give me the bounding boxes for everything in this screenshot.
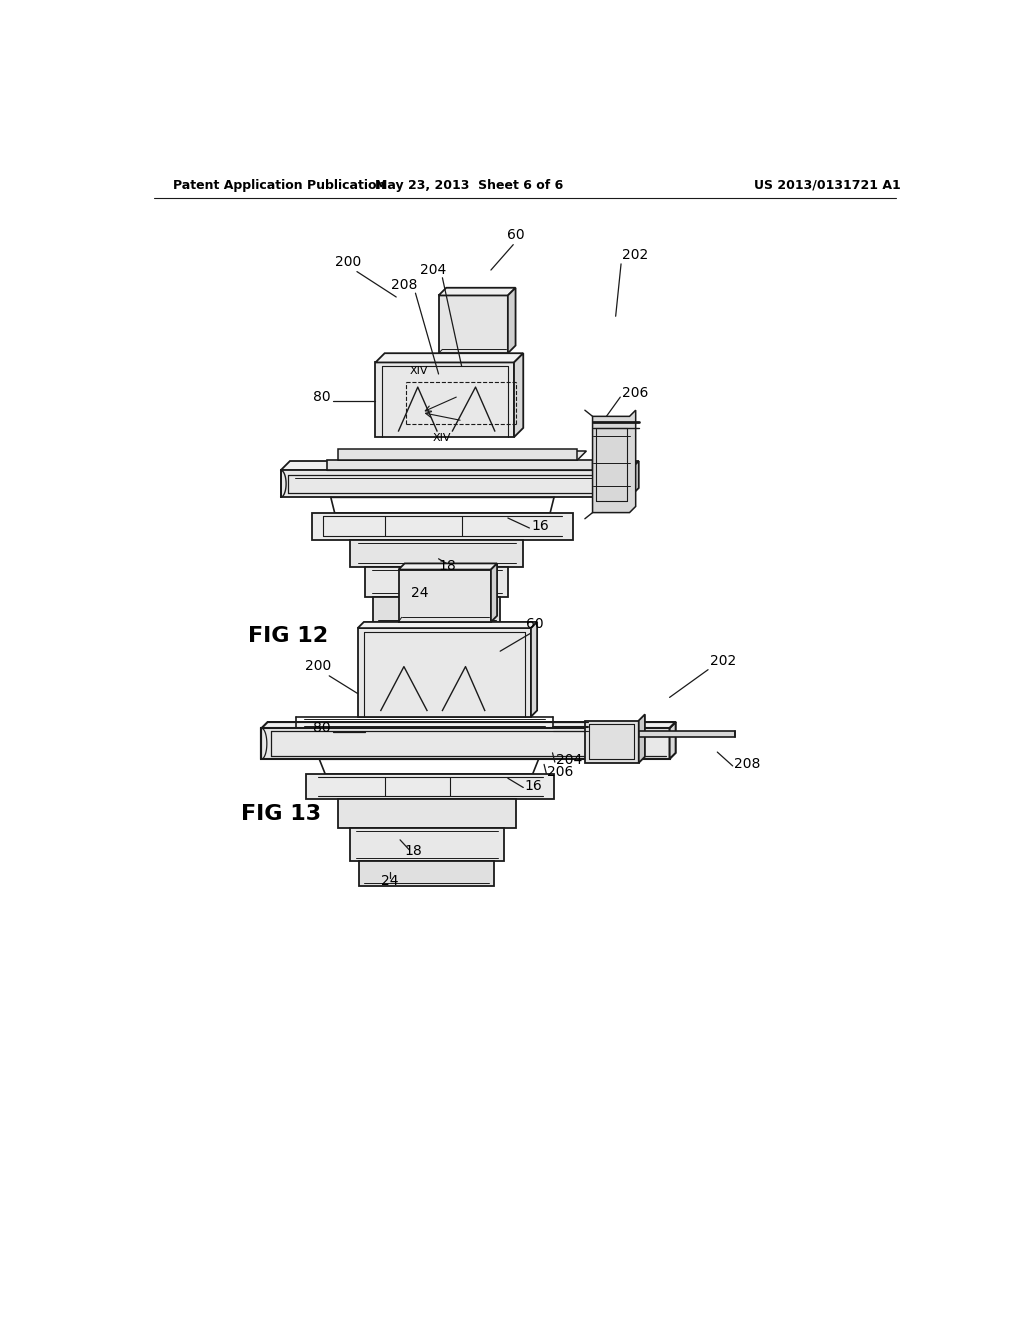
Polygon shape — [593, 411, 636, 512]
Polygon shape — [281, 461, 639, 470]
Polygon shape — [585, 721, 639, 763]
Polygon shape — [376, 363, 514, 437]
Text: 60: 60 — [507, 228, 524, 243]
Polygon shape — [630, 461, 639, 498]
Text: 206: 206 — [622, 387, 648, 400]
Text: 16: 16 — [524, 779, 543, 793]
Polygon shape — [261, 729, 670, 759]
Polygon shape — [376, 354, 523, 363]
Polygon shape — [514, 354, 523, 437]
Polygon shape — [327, 461, 602, 470]
Ellipse shape — [562, 723, 569, 730]
Text: 204: 204 — [420, 263, 446, 277]
Text: 208: 208 — [734, 758, 761, 771]
Polygon shape — [350, 829, 504, 861]
Polygon shape — [366, 566, 508, 598]
Text: May 23, 2013  Sheet 6 of 6: May 23, 2013 Sheet 6 of 6 — [375, 178, 563, 191]
Polygon shape — [438, 296, 508, 354]
Polygon shape — [490, 564, 497, 622]
Polygon shape — [593, 451, 602, 470]
Polygon shape — [357, 628, 531, 717]
Polygon shape — [438, 288, 515, 296]
Polygon shape — [350, 540, 523, 566]
Text: FIG 12: FIG 12 — [248, 626, 328, 645]
Polygon shape — [339, 799, 515, 829]
Polygon shape — [339, 449, 578, 461]
Text: Patent Application Publication: Patent Application Publication — [173, 178, 385, 191]
Text: XIV: XIV — [410, 366, 429, 376]
Polygon shape — [357, 622, 538, 628]
Text: 204: 204 — [556, 754, 583, 767]
Polygon shape — [373, 598, 500, 623]
Text: 80: 80 — [312, 389, 331, 404]
Polygon shape — [261, 722, 676, 729]
Text: 16: 16 — [531, 519, 549, 532]
Polygon shape — [281, 470, 630, 498]
Ellipse shape — [571, 723, 579, 730]
Polygon shape — [639, 730, 735, 737]
Polygon shape — [398, 564, 497, 570]
Text: XIV: XIV — [433, 433, 452, 444]
Polygon shape — [311, 512, 573, 540]
Text: 200: 200 — [304, 660, 331, 673]
Text: FIG 13: FIG 13 — [241, 804, 321, 825]
Polygon shape — [531, 622, 538, 717]
Polygon shape — [639, 714, 645, 763]
Text: 18: 18 — [439, 560, 457, 573]
Polygon shape — [306, 775, 554, 799]
Text: 206: 206 — [547, 766, 573, 779]
Polygon shape — [359, 861, 494, 886]
Text: 24: 24 — [381, 874, 398, 887]
Text: 24: 24 — [411, 586, 428, 601]
Text: 200: 200 — [335, 255, 360, 269]
Text: US 2013/0131721 A1: US 2013/0131721 A1 — [755, 178, 901, 191]
Text: 18: 18 — [404, 845, 422, 858]
Polygon shape — [398, 570, 490, 622]
Text: 60: 60 — [526, 618, 544, 631]
Text: 202: 202 — [710, 655, 736, 668]
Polygon shape — [327, 461, 593, 470]
Polygon shape — [339, 451, 587, 461]
Text: 208: 208 — [391, 279, 417, 292]
Polygon shape — [508, 288, 515, 354]
Ellipse shape — [553, 723, 560, 730]
Text: 80: 80 — [312, 721, 331, 735]
Polygon shape — [670, 722, 676, 759]
Text: 202: 202 — [622, 248, 648, 261]
